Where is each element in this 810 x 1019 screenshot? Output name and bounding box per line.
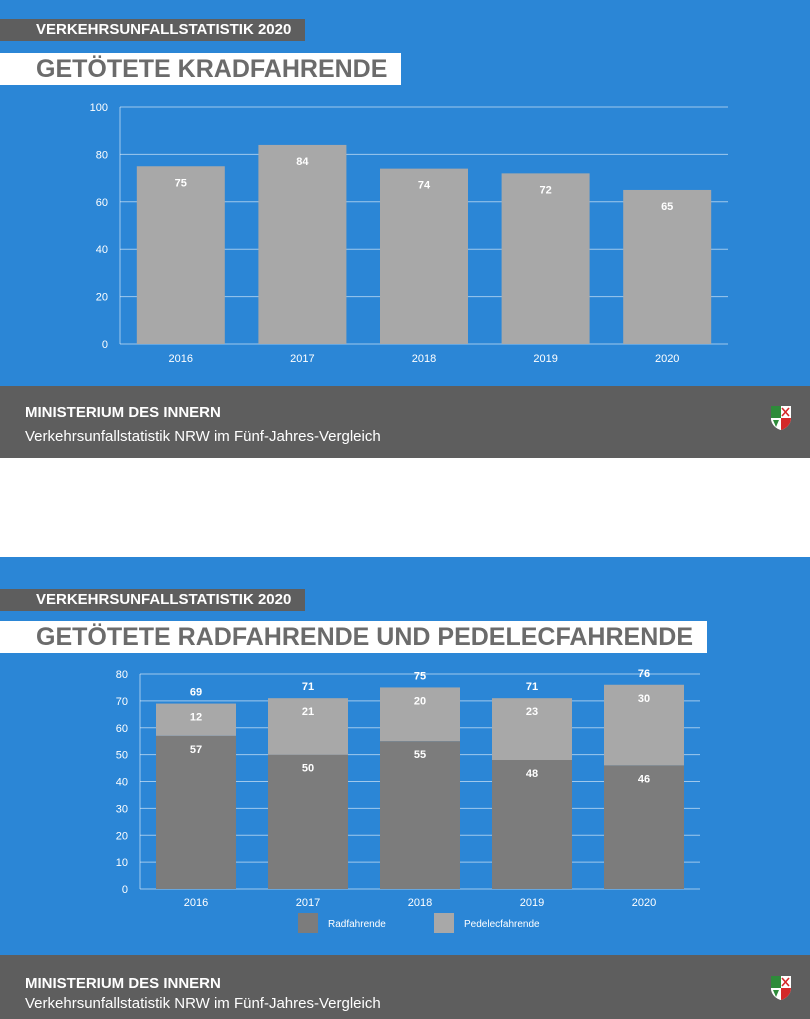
- bar-segment-pedelecfahrende: [604, 684, 684, 766]
- footer-subtitle: Verkehrsunfallstatistik NRW im Fünf-Jahr…: [25, 995, 381, 1012]
- data-label: 50: [302, 763, 314, 775]
- bar-segment-pedelecfahrende: [156, 703, 236, 736]
- x-tick-label: 2017: [290, 353, 314, 365]
- footer-bar: [0, 386, 810, 458]
- bar: [136, 166, 225, 344]
- bar-segment-radfahrende: [268, 754, 348, 889]
- y-tick-label: 50: [116, 750, 128, 762]
- y-tick-label: 0: [122, 884, 128, 896]
- bar: [380, 168, 468, 344]
- y-tick-label: 70: [116, 696, 128, 708]
- total-label: 75: [414, 670, 426, 682]
- bar-chart-kradfahrende: 0 20 40 60 80 100 75 2016 84 2017 74 2018 72 2019 65 20…: [90, 102, 728, 365]
- data-label: 46: [638, 773, 650, 785]
- y-tick-label: 20: [96, 292, 108, 304]
- x-tick-label: 2016: [169, 353, 193, 365]
- chart-panel-radfahrende: VERKEHRSUNFALLSTATISTIK 2020 GETÖTETE RA…: [0, 557, 810, 1019]
- y-tick-label: 0: [102, 339, 108, 351]
- bar-segment-pedelecfahrende: [380, 687, 460, 742]
- y-tick-label: 80: [116, 669, 128, 681]
- bar: [623, 189, 712, 344]
- total-label: 71: [302, 681, 314, 693]
- y-tick-label: 80: [96, 149, 108, 161]
- footer-subtitle: Verkehrsunfallstatistik NRW im Fünf-Jahr…: [25, 428, 381, 445]
- chart-title: GETÖTETE KRADFAHRENDE: [0, 53, 402, 85]
- data-label: 65: [661, 201, 673, 213]
- data-label: 48: [526, 768, 538, 780]
- x-tick-label: 2020: [655, 353, 679, 365]
- y-tick-label: 40: [116, 777, 128, 789]
- legend-label: Pedelecfahrende: [464, 919, 540, 930]
- chart-title: GETÖTETE RADFAHRENDE UND PEDELECFAHRENDE: [0, 621, 707, 653]
- data-label: 84: [296, 156, 309, 168]
- bar-segment-radfahrende: [380, 741, 460, 889]
- bar-segment-pedelecfahrende: [268, 698, 348, 755]
- data-label: 72: [539, 184, 551, 196]
- data-label: 75: [175, 177, 187, 189]
- bar-segment-radfahrende: [156, 735, 236, 889]
- data-label: 21: [302, 706, 314, 718]
- bar-segment-pedelecfahrende: [492, 698, 572, 760]
- total-label: 69: [190, 687, 202, 699]
- data-label: 57: [190, 744, 202, 756]
- x-tick-label: 2019: [533, 353, 557, 365]
- x-tick-label: 2018: [412, 353, 436, 365]
- footer-title: MINISTERIUM DES INNERN: [25, 404, 221, 421]
- x-tick-label: 2018: [408, 897, 432, 909]
- panel-kicker: VERKEHRSUNFALLSTATISTIK 2020: [0, 589, 306, 611]
- x-tick-label: 2020: [632, 897, 656, 909]
- stacked-bar-chart-radfahrende: 0 10 20 30 40 50 60 70 80 57 12 69 2016 50 21 71 2017 55 2…: [116, 668, 700, 933]
- data-label: 55: [414, 749, 426, 761]
- y-tick-label: 40: [96, 244, 108, 256]
- legend-swatch: [434, 913, 454, 933]
- total-label: 76: [638, 668, 650, 680]
- y-tick-label: 100: [90, 102, 108, 114]
- data-label: 23: [526, 706, 538, 718]
- nrw-crest-icon: [771, 406, 791, 430]
- legend-label: Radfahrende: [328, 919, 386, 930]
- data-label: 30: [638, 693, 650, 705]
- legend-swatch: [298, 913, 318, 933]
- nrw-crest-icon: [771, 976, 791, 1000]
- chart-panel-kradfahrende: VERKEHRSUNFALLSTATISTIK 2020 GETÖTETE KR…: [0, 0, 810, 458]
- y-tick-label: 30: [116, 803, 128, 815]
- bar-segment-radfahrende: [492, 760, 572, 889]
- footer-bar: [0, 955, 810, 1019]
- x-tick-label: 2019: [520, 897, 544, 909]
- data-label: 20: [414, 695, 426, 707]
- y-tick-label: 60: [96, 197, 108, 209]
- panel-kicker: VERKEHRSUNFALLSTATISTIK 2020: [0, 19, 306, 41]
- total-label: 71: [526, 681, 538, 693]
- bar: [258, 144, 347, 344]
- bar-segment-radfahrende: [604, 765, 684, 889]
- x-tick-label: 2016: [184, 897, 208, 909]
- data-label: 74: [418, 180, 431, 192]
- y-tick-label: 10: [116, 857, 128, 869]
- y-tick-label: 60: [116, 723, 128, 735]
- y-tick-label: 20: [116, 830, 128, 842]
- bar: [501, 173, 590, 344]
- x-tick-label: 2017: [296, 897, 320, 909]
- data-label: 12: [190, 712, 202, 724]
- footer-title: MINISTERIUM DES INNERN: [25, 975, 221, 992]
